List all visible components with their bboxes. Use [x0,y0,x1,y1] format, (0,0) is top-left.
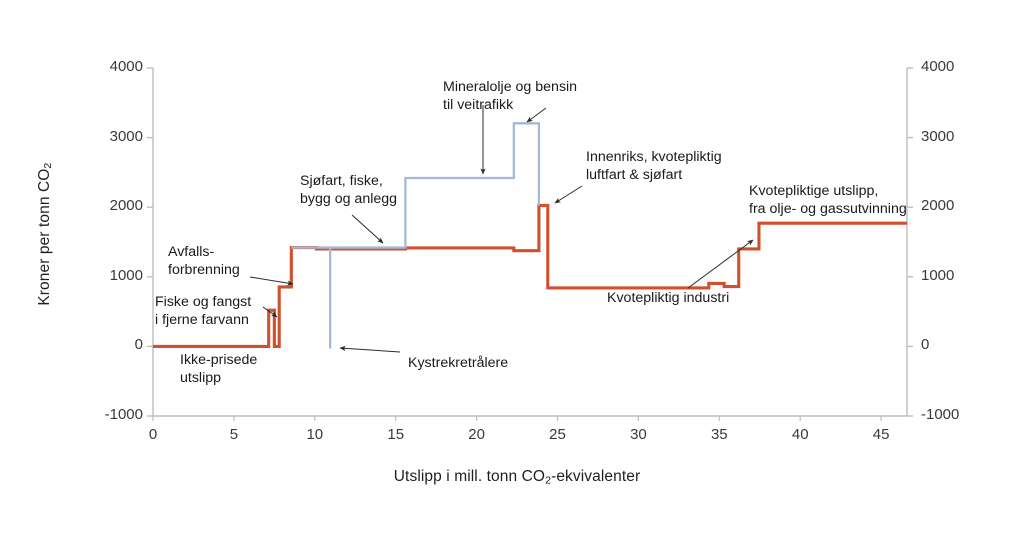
annotation-kystrekretralere: Kystrekretrålere [408,355,509,371]
y-tick-label-left: -1000 [104,406,143,423]
y-tick-label-left: 2000 [109,197,143,215]
x-tick-label: 25 [549,426,566,443]
series-line-0 [153,203,907,348]
annotation-kvotepliktig-industri: Kvotepliktig industri [607,290,730,306]
y-tick-label-right: -1000 [921,406,960,423]
y-tick-label-left: 0 [134,336,143,354]
annotation-innenriks-kvotepliktig: Innenriks, kvotepliktig luftfart & sjøfa… [586,149,722,184]
annotation-arrow-mineralolje-og-bensin [526,107,547,123]
annotation-arrow-kvotepliktig-industri [687,239,754,289]
annotation-arrow-fiske-og-fangst [262,306,278,318]
y-tick-label-right: 0 [921,336,930,354]
x-tick-label: 40 [791,426,809,443]
x-tick-label: 0 [148,426,158,443]
y-tick-label-right: 3000 [921,127,955,145]
annotation-arrow-innenriks-kvotepliktig [554,185,583,204]
annotation-arrow-sjofart-fiske-bygg-anlegg [351,214,384,244]
annotation-arrow-avfallsforbrenning [249,276,294,286]
y-tick-label-right: 4000 [921,58,955,75]
x-tick-label: 5 [229,426,239,443]
x-tick-label: 20 [468,426,485,443]
annotation-ikke-prisede-utslipp: Ikke-prisede utslipp [180,352,258,387]
subscript-2: 2 [42,162,55,169]
y-tick-label-right: 2000 [921,197,955,215]
x-tick-label: 45 [872,426,890,443]
x-tick-label: 35 [710,426,728,443]
series-line-1 [291,122,541,349]
x-tick-label: 30 [630,426,647,443]
subscript-2: 2 [545,474,552,487]
x-tick-label: 10 [306,426,324,443]
x-tick-label: 15 [387,426,405,443]
annotation-kvotepliktige-utslipp-olje-gass: Kvotepliktige utslipp, fra olje- og gass… [749,183,907,218]
y-tick-label-left: 1000 [109,266,143,284]
annotation-sjofart-fiske-bygg-anlegg: Sjøfart, fiske, bygg og anlegg [300,173,398,208]
y-axis-title: Kroner per tonn CO2 [35,162,55,306]
y-tick-label-left: 4000 [109,58,143,75]
annotation-avfallsforbrenning: Avfalls- forbrenning [168,244,240,279]
x-axis-title: Utslipp i mill. tonn CO2-ekvivalenter [393,468,641,487]
y-tick-label-right: 1000 [921,266,955,284]
y-tick-label-left: 3000 [109,127,143,145]
annotation-arrow-kystrekretralere [339,345,401,353]
annotation-fiske-og-fangst: Fiske og fangst i fjerne farvann [155,294,252,329]
annotation-mineralolje-og-bensin: Mineralolje og bensin til veitrafikk [443,79,578,114]
